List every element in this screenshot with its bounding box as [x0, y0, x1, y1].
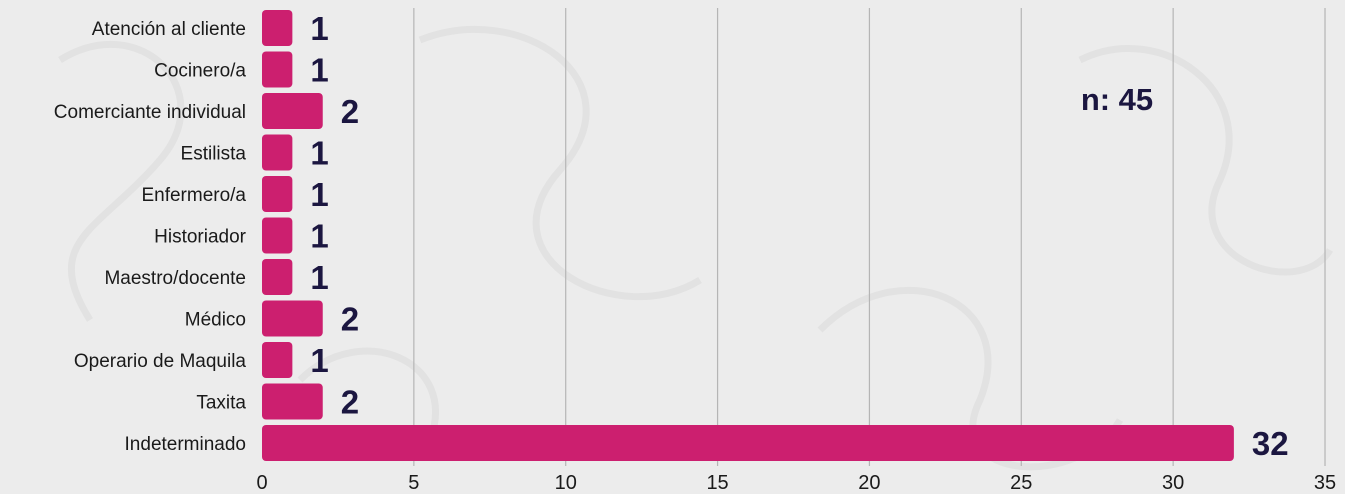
category-label-taxita: Taxita [196, 393, 246, 414]
sample-size-annotation: n: 45 [1081, 82, 1153, 117]
bar-atencion-al-cliente [262, 10, 293, 46]
data-label-medico: 2 [341, 301, 359, 338]
x-tick-label-20: 20 [858, 472, 880, 494]
bar-medico [262, 300, 323, 337]
bar-cocinero-a [262, 51, 293, 88]
bar-indeterminado [262, 425, 1234, 461]
data-label-atencion-al-cliente: 1 [310, 10, 328, 47]
gridlines [413, 8, 1326, 466]
data-label-estilista: 1 [310, 135, 328, 172]
bar-comerciante-individual [262, 93, 323, 129]
x-tick-label-0: 0 [256, 472, 267, 494]
data-label-taxita: 2 [341, 384, 359, 421]
data-label-maestro-docente: 1 [310, 259, 328, 296]
bars [262, 10, 1234, 461]
category-labels: Atención al cliente Cocinero/a Comerciante… [54, 19, 247, 455]
bar-operario-de-maquila [262, 342, 293, 378]
bar-historiador [262, 217, 293, 254]
category-label-estilista: Estilista [181, 144, 247, 165]
category-label-enfermero-a: Enfermero/a [141, 185, 246, 206]
x-tick-label-25: 25 [1010, 472, 1032, 494]
data-label-comerciante-individual: 2 [341, 93, 359, 130]
category-label-medico: Médico [185, 310, 246, 331]
category-label-atencion-al-cliente: Atención al cliente [92, 19, 246, 40]
data-label-cocinero-a: 1 [310, 52, 328, 89]
x-tick-label-35: 35 [1314, 472, 1336, 494]
x-axis-tick-labels: 0 5 10 15 20 25 30 35 [256, 472, 1336, 494]
x-tick-label-10: 10 [555, 472, 577, 494]
category-label-indeterminado: Indeterminado [125, 434, 246, 455]
bar-enfermero-a [262, 176, 293, 212]
bar-estilista [262, 134, 293, 171]
background-pattern [58, 26, 1333, 471]
category-label-historiador: Historiador [154, 227, 247, 248]
category-label-comerciante-individual: Comerciante individual [54, 102, 246, 123]
category-label-maestro-docente: Maestro/docente [104, 268, 246, 289]
x-tick-label-5: 5 [408, 472, 419, 494]
data-label-operario-de-maquila: 1 [310, 342, 328, 379]
x-tick-label-15: 15 [706, 472, 728, 494]
category-label-operario-de-maquila: Operario de Maquila [74, 351, 247, 372]
data-label-historiador: 1 [310, 218, 328, 255]
x-tick-label-30: 30 [1162, 472, 1184, 494]
category-label-cocinero-a: Cocinero/a [154, 61, 246, 82]
bar-taxita [262, 383, 323, 420]
data-label-indeterminado: 32 [1252, 425, 1289, 462]
data-label-enfermero-a: 1 [310, 176, 328, 213]
bar-maestro-docente [262, 259, 293, 295]
